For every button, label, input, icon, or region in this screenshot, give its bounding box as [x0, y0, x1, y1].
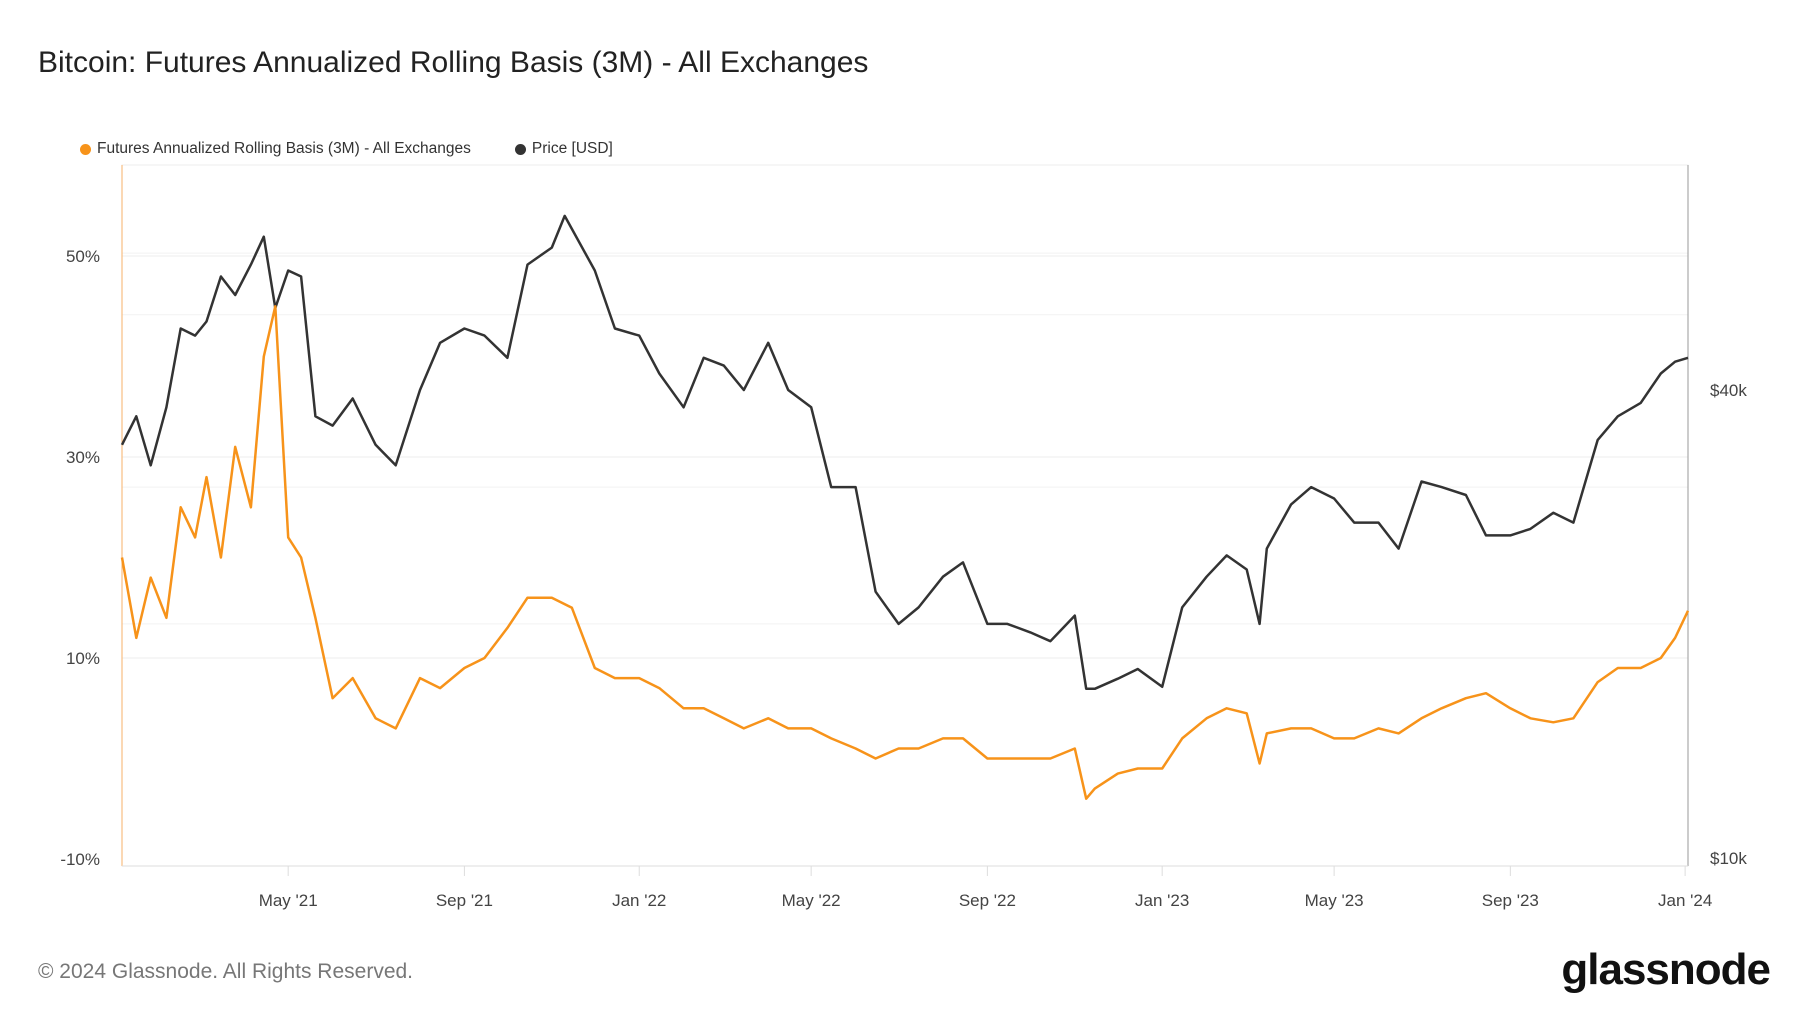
x-tick-label: Sep '21 [436, 891, 493, 910]
y-left-tick-label: 10% [66, 649, 100, 668]
glassnode-logo: glassnode [1561, 945, 1771, 994]
x-tick-label: Jan '22 [612, 891, 666, 910]
legend: Futures Annualized Rolling Basis (3M) - … [80, 140, 613, 158]
basis-line [120, 305, 1690, 800]
legend-item-basis[interactable]: Futures Annualized Rolling Basis (3M) - … [80, 140, 471, 158]
x-tick-label: May '21 [259, 891, 318, 910]
copyright: © 2024 Glassnode. All Rights Reserved. [38, 960, 414, 983]
x-tick-label: Jan '23 [1135, 891, 1189, 910]
y-right-tick-label: $10k [1710, 849, 1747, 868]
y-left-tick-label: 50% [66, 247, 100, 266]
y-left-tick-label: 30% [66, 448, 100, 467]
legend-label: Price [USD] [531, 140, 613, 157]
legend-item-price[interactable]: Price [USD] [514, 140, 613, 158]
y-right-tick-label: $40k [1710, 381, 1747, 400]
legend-label: Futures Annualized Rolling Basis (3M) - … [97, 140, 471, 157]
price-line [120, 214, 1689, 691]
y-left-tick-label: -10% [60, 850, 100, 869]
x-tick-label: Sep '22 [959, 891, 1016, 910]
legend-dot-black [514, 143, 526, 155]
x-tick-label: May '23 [1305, 891, 1364, 910]
x-tick-label: May '22 [782, 891, 841, 910]
chart-title: Bitcoin: Futures Annualized Rolling Basi… [38, 46, 869, 79]
x-tick-label: Jan '24 [1658, 891, 1712, 910]
plot-frame [121, 164, 1689, 867]
legend-dot-orange [80, 143, 91, 155]
x-tick-label: Sep '23 [1482, 891, 1539, 910]
